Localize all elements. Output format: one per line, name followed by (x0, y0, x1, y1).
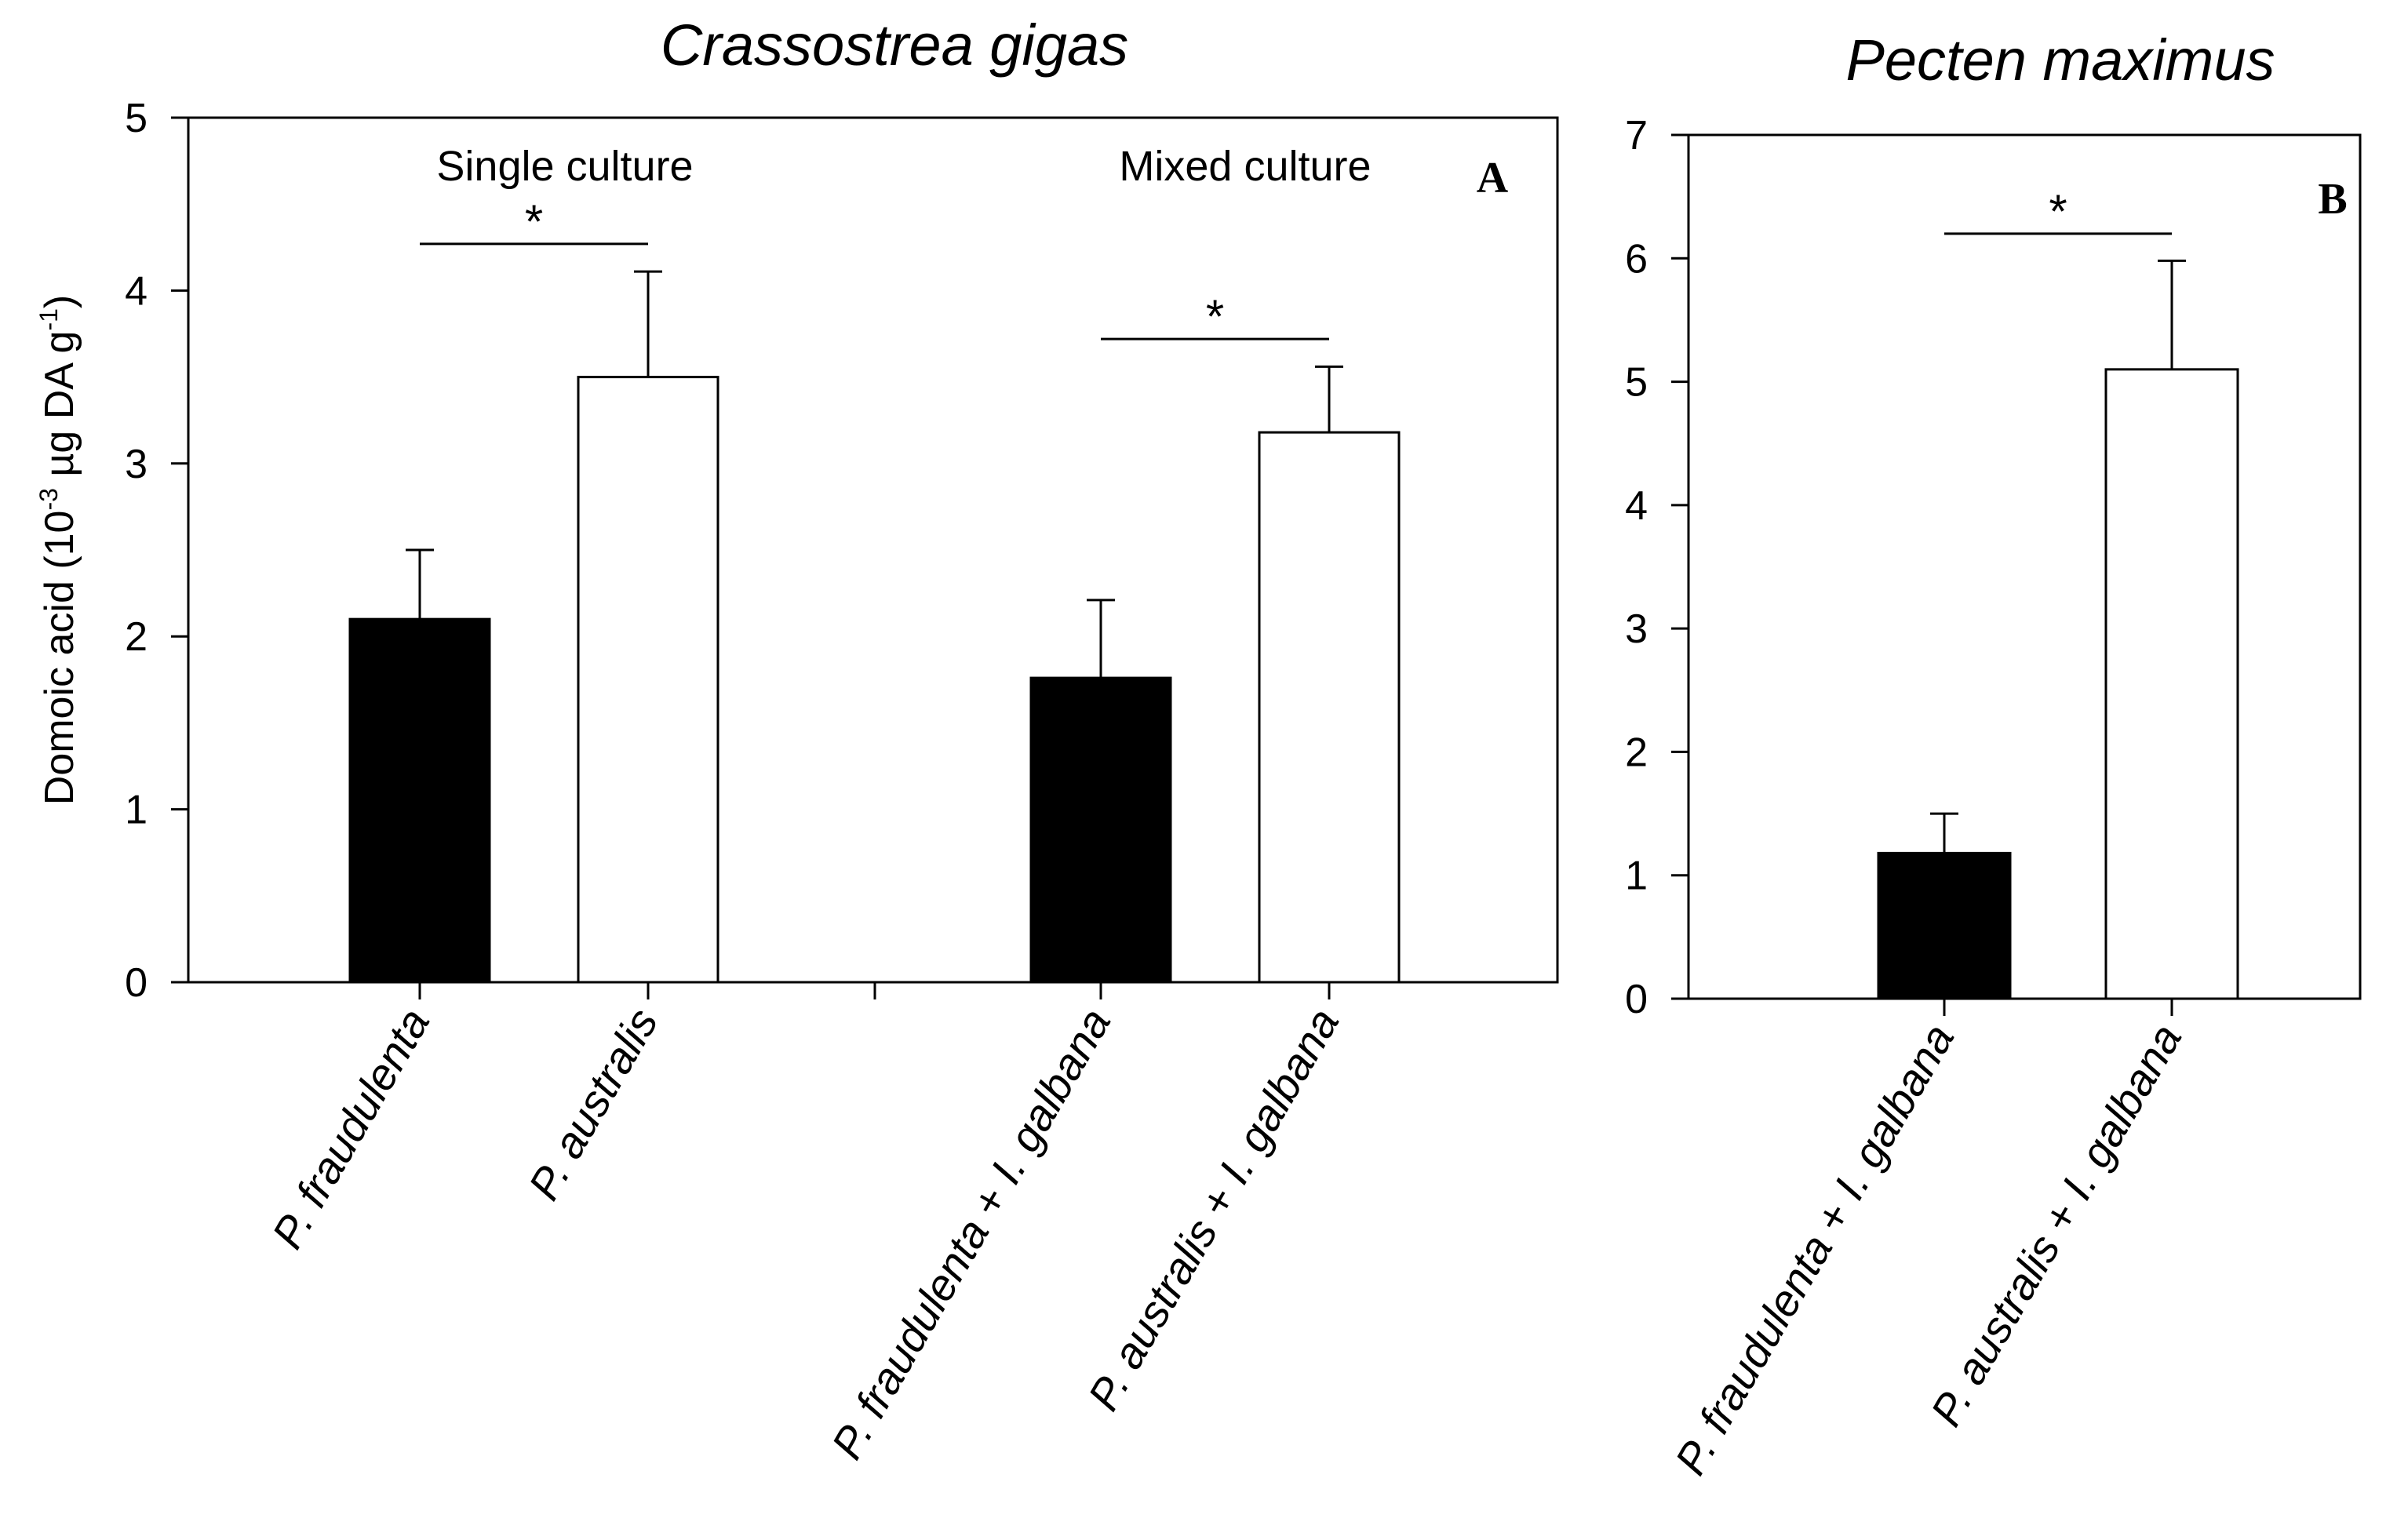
bar-A-1 (577, 376, 719, 984)
y-tick-label: 2 (1625, 730, 1648, 775)
group-label: Mixed culture (1119, 143, 1371, 190)
significance-star: * (1206, 290, 1224, 343)
x-category-label: P. fraudulenta + I. galbana (821, 1000, 1120, 1468)
bar-A-3 (1258, 431, 1401, 984)
bar-A-2 (1029, 676, 1172, 984)
panel-label-B: B (2318, 175, 2347, 224)
bar-A-0 (348, 617, 491, 984)
y-tick-label: 1 (125, 788, 148, 833)
bar-B-0 (1877, 851, 2012, 1000)
chart-title-B: Pecten maximus (1846, 27, 2275, 93)
y-tick-label: 2 (125, 614, 148, 660)
y-tick-label: 1 (1625, 854, 1648, 899)
y-tick-label: 3 (1625, 606, 1648, 652)
bar-B-1 (2104, 368, 2239, 1000)
y-tick-label: 0 (125, 960, 148, 1006)
significance-star: * (2049, 185, 2067, 238)
group-label: Single culture (436, 143, 693, 190)
y-tick-label: 6 (1625, 236, 1648, 282)
y-tick-label: 0 (1625, 977, 1648, 1022)
y-axis-label: Domoic acid (10-3 µg DA g-1) (35, 295, 82, 805)
panel-label-A: A (1477, 154, 1509, 202)
y-tick-label: 7 (1625, 113, 1648, 158)
x-category-label: P. fraudulenta + I. galbana (1665, 1016, 1963, 1484)
x-category-label: P. australis + I. galbana (1921, 1016, 2191, 1434)
x-category-label: P. fraudulenta (262, 1000, 439, 1257)
y-tick-label: 4 (1625, 483, 1648, 529)
y-tick-label: 4 (125, 268, 148, 314)
significance-star: * (525, 195, 543, 248)
x-category-label: P. australis (519, 1000, 667, 1208)
y-tick-label: 5 (125, 96, 148, 141)
y-tick-label: 3 (125, 442, 148, 487)
plot-frame-A (187, 116, 1559, 984)
plot-frame-B (1687, 133, 2362, 1000)
x-category-label: P. australis + I. galbana (1078, 1000, 1348, 1418)
y-tick-label: 5 (1625, 360, 1648, 406)
chart-title-A: Crassostrea gigas (661, 13, 1128, 78)
